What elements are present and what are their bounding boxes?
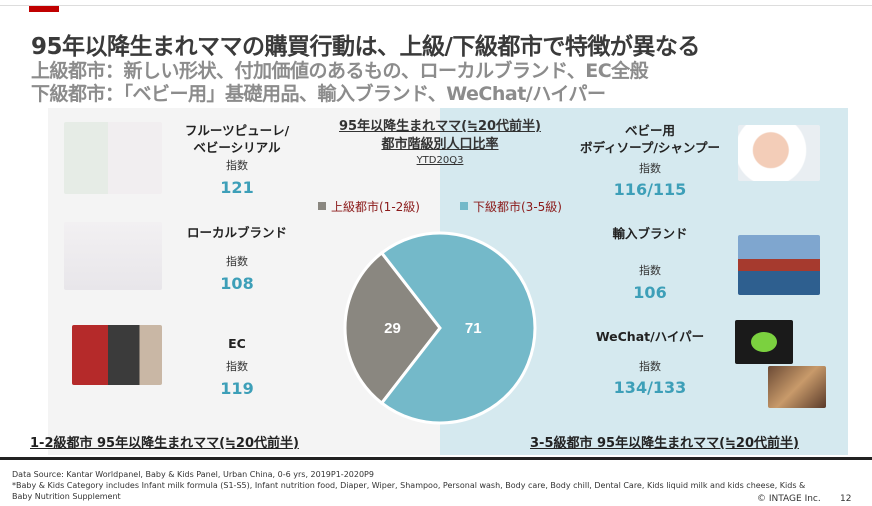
cargo-ship-image [738,235,820,295]
index-label: 指数 [639,264,661,277]
wechat-logo [735,320,793,364]
ecommerce-image [72,325,162,385]
category-note-cont: Baby Nutrition Supplement [12,492,121,501]
index-value: 121 [220,178,254,197]
pie-slice-lower [379,231,537,425]
footer-divider [0,457,872,460]
category-note: *Baby & Kids Category includes Infant mi… [12,481,806,490]
local-brand-image [64,222,162,290]
top-divider [0,5,872,6]
legend-swatch [318,202,326,210]
item-label: フルーツピューレ/ ベビーシリアル [184,123,290,155]
item-label: WeChat/ハイパー [595,329,705,344]
item-label: ローカルブランド [186,225,287,240]
lower-cities-footer-label: 3-5級都市 95年以降生まれママ(≒20代前半) [530,436,799,451]
page-title: 95年以降生まれママの購買行動は、上級/下級都市で特徴が異なる [31,34,700,60]
upper-cities-footer-label: 1-2級都市 95年以降生まれママ(≒20代前半) [30,436,299,451]
index-label: 指数 [226,255,248,268]
hypermarket-image [768,366,826,408]
page-number: 12 [840,494,852,504]
index-value: 108 [220,274,254,293]
pie-data-label: 71 [465,320,482,337]
item-label: ベビー用 ボディソープ/シャンプー [579,123,721,155]
index-value: 106 [633,283,667,302]
baby-bath-image [738,125,820,181]
fruit-puree-image [64,122,162,194]
data-source: Data Source: Kantar Worldpanel, Baby & K… [12,470,374,479]
subtitle-upper-cities: 上級都市：新しい形状、付加価値のあるもの、ローカルブランド、EC全般 [31,60,649,82]
wechat-bubble-icon [751,332,777,352]
accent-bar [29,6,59,12]
legend-label: 下級都市(3-5級) [473,200,562,214]
legend-lower: 下級都市(3-5級) [460,198,562,215]
index-label: 指数 [639,360,661,373]
index-label: 指数 [226,360,248,373]
item-label: 輸入ブランド [612,226,688,241]
pie-slice-upper [343,250,442,406]
index-label: 指数 [226,159,248,172]
chart-title-line2: 都市階級別人口比率 [381,137,499,152]
copyright: © INTAGE Inc. [757,494,821,504]
pie-data-label: 29 [384,320,401,337]
legend-label: 上級都市(1-2級) [331,200,420,214]
legend-upper: 上級都市(1-2級) [318,198,420,215]
subtitle-lower-cities: 下級都市：「ベビー用」基礎用品、輸入ブランド、WeChat/ハイパー [31,83,606,105]
chart-title: 95年以降生まれママ(≒20代前半) 都市階級別人口比率 [300,118,580,154]
chart-period: YTD20Q3 [416,155,464,166]
item-label: EC [228,336,246,351]
index-value: 134/133 [613,378,687,397]
chart-title-line1: 95年以降生まれママ(≒20代前半) [339,119,541,134]
index-value: 116/115 [613,180,687,199]
index-label: 指数 [639,162,661,175]
index-value: 119 [220,379,254,398]
legend-swatch [460,202,468,210]
